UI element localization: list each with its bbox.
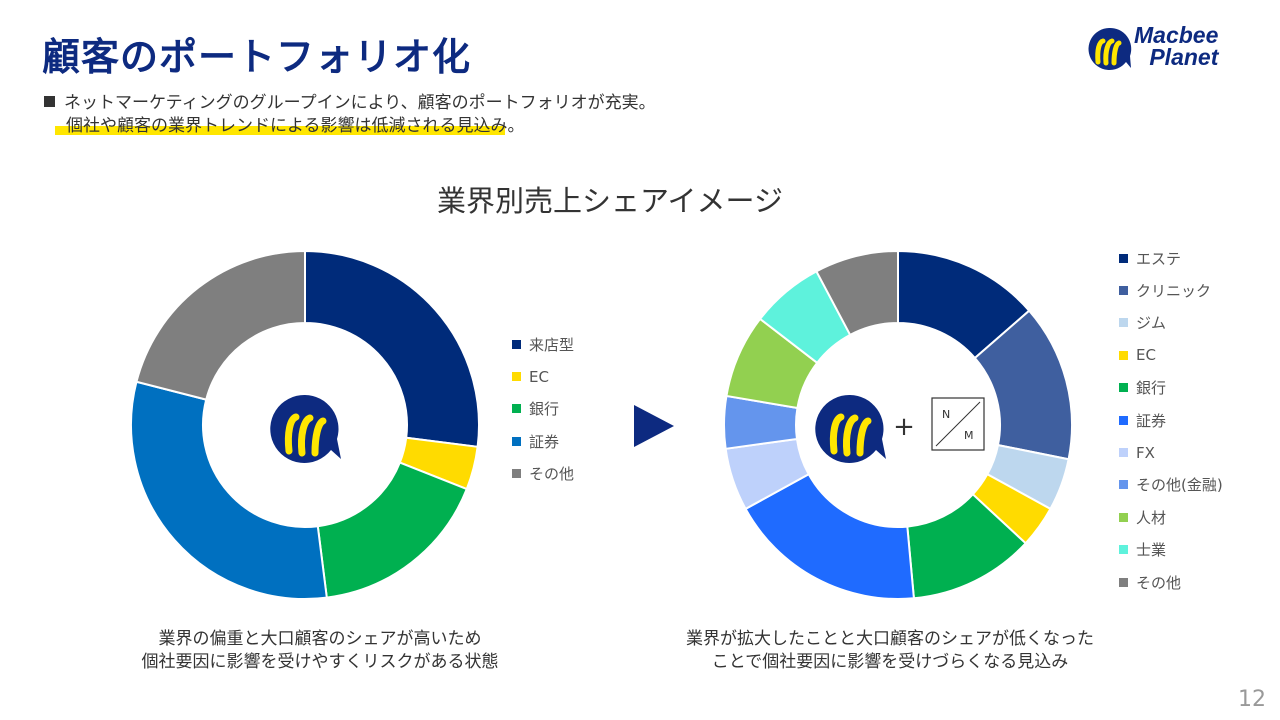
- caption-after-line1: 業界が拡大したことと大口顧客のシェアが低くなった: [686, 629, 1094, 649]
- nm-logo-m: M: [964, 429, 974, 442]
- legend-swatch: [1119, 253, 1128, 263]
- legend-item-1-2: ジム: [1119, 307, 1223, 339]
- legend-swatch: [512, 372, 521, 382]
- legend-swatch: [1119, 286, 1128, 296]
- caption-before-line1: 業界の偏重と大口顧客のシェアが高いため: [158, 629, 482, 649]
- legend-swatch: [512, 469, 521, 479]
- square-bullet-icon: [44, 96, 55, 107]
- legend-item-1-4: 銀行: [1119, 372, 1223, 404]
- donut-slice-1-10: [815, 249, 899, 337]
- legend-label: EC: [529, 367, 549, 386]
- caption-before-line2: 個社要因に影響を受けやすくリスクがある状態: [141, 652, 499, 672]
- legend-item-0-0: 来店型: [512, 328, 574, 360]
- legend-item-1-9: 士業: [1119, 534, 1223, 566]
- legend-label: 士業: [1136, 541, 1167, 560]
- legend-swatch: [512, 404, 521, 414]
- legend-swatch: [512, 339, 521, 349]
- legend-label: クリニック: [1136, 282, 1212, 301]
- right-arrow-icon: [634, 405, 674, 447]
- legend-item-1-8: 人材: [1119, 501, 1223, 533]
- legend-swatch: [1119, 448, 1128, 458]
- netmarketing-logo: NM: [931, 397, 985, 451]
- caption-after: 業界が拡大したことと大口顧客のシェアが低くなった ことで個社要因に影響を受けづら…: [680, 628, 1100, 674]
- caption-after-line2: ことで個社要因に影響を受けづらくなる見込み: [711, 652, 1069, 672]
- legend-label: その他: [529, 465, 575, 484]
- page-number: 12: [1238, 687, 1266, 712]
- legend-label: その他(金融): [1136, 476, 1223, 495]
- legend-swatch: [1119, 512, 1128, 522]
- legend-item-0-3: 証券: [512, 425, 574, 457]
- legend-swatch: [1119, 415, 1128, 425]
- donut-slice-0-4: [135, 249, 306, 401]
- macbee-m-icon: [1088, 27, 1132, 70]
- donut-slice-0-3: [130, 380, 328, 600]
- donut-chart-after: + NM: [723, 249, 1073, 600]
- logo-line2: Planet: [1149, 44, 1219, 70]
- legend-before: 来店型 EC 銀行証券その他: [512, 328, 574, 490]
- legend-swatch: [1119, 318, 1128, 328]
- macbee-m-icon: [270, 394, 341, 463]
- legend-label: 銀行: [529, 400, 560, 419]
- bullet-line-1: ネットマーケティングのグループインにより、顧客のポートフォリオが充実。: [64, 93, 656, 113]
- legend-label: FX: [1136, 443, 1155, 462]
- legend-label: エステ: [1136, 249, 1182, 268]
- logo-line1: Macbee: [1134, 22, 1219, 48]
- legend-swatch: [1119, 545, 1128, 555]
- legend-label: ジム: [1136, 314, 1167, 333]
- legend-item-0-2: 銀行: [512, 393, 574, 425]
- bullet-line-2: 個社や顧客の業界トレンドによる影響は低減される見込み。: [66, 116, 525, 136]
- legend-item-0-4: その他: [512, 458, 574, 490]
- legend-swatch: [512, 436, 521, 446]
- legend-label: EC: [1136, 346, 1156, 365]
- legend-item-1-10: その他: [1119, 566, 1223, 598]
- legend-after: エステクリニックジム EC 銀行証券 FX その他(金融) 人材士業その他: [1119, 242, 1223, 598]
- legend-label: 銀行: [1136, 379, 1167, 398]
- donut-slice-0-2: [316, 461, 469, 599]
- nm-logo-n: N: [942, 408, 950, 421]
- legend-item-1-7: その他(金融): [1119, 469, 1223, 501]
- legend-label: 証券: [1136, 411, 1167, 430]
- donut-slice-0-0: [304, 249, 480, 448]
- legend-swatch: [1119, 577, 1128, 587]
- summary-bullet: ネットマーケティングのグループインにより、顧客のポートフォリオが充実。 個社や顧…: [44, 92, 656, 138]
- legend-item-1-5: 証券: [1119, 404, 1223, 436]
- legend-item-0-1: EC: [512, 360, 574, 392]
- legend-item-1-3: EC: [1119, 339, 1223, 371]
- donut-chart-before: [130, 249, 480, 600]
- legend-swatch: [1119, 350, 1128, 360]
- legend-item-1-1: クリニック: [1119, 274, 1223, 306]
- caption-before: 業界の偏重と大口顧客のシェアが高いため 個社要因に影響を受けやすくリスクがある状…: [90, 628, 550, 674]
- legend-item-1-6: FX: [1119, 436, 1223, 468]
- page-title: 顧客のポートフォリオ化: [42, 35, 472, 79]
- legend-label: 来店型: [529, 335, 575, 354]
- legend-label: 人材: [1136, 508, 1167, 527]
- legend-label: 証券: [529, 432, 560, 451]
- legend-swatch: [1119, 383, 1128, 393]
- legend-label: その他: [1136, 573, 1182, 592]
- legend-item-1-0: エステ: [1119, 242, 1223, 274]
- chart-heading: 業界別売上シェアイメージ: [437, 184, 783, 218]
- plus-sign: +: [893, 412, 915, 442]
- macbee-m-icon: [815, 394, 886, 463]
- macbee-planet-logo: Macbee Planet: [1086, 24, 1256, 74]
- legend-swatch: [1119, 480, 1128, 490]
